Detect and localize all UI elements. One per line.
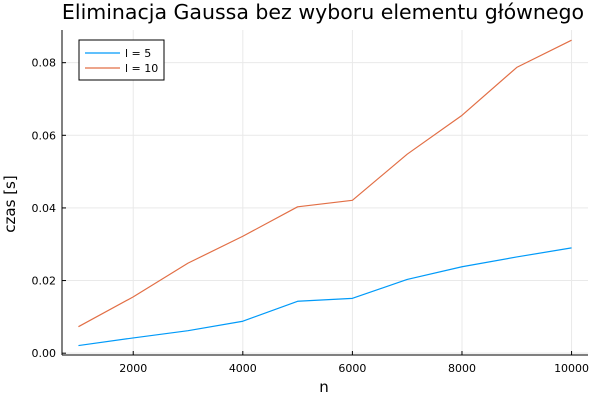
legend: l = 5 l = 10 xyxy=(78,39,165,81)
y-tick-label: 0.04 xyxy=(32,202,57,215)
y-axis-label: czas [s] xyxy=(1,175,19,232)
x-tick-label: 8000 xyxy=(448,362,476,375)
x-tick-label: 6000 xyxy=(338,362,366,375)
legend-label: l = 10 xyxy=(125,62,158,75)
series-line xyxy=(78,247,572,347)
x-tick-label: 4000 xyxy=(229,362,257,375)
y-tick-label: 0.02 xyxy=(32,275,57,288)
grid xyxy=(62,30,588,355)
y-tick-label: 0.06 xyxy=(32,129,57,142)
series-layer xyxy=(78,39,572,347)
series-line xyxy=(78,39,572,328)
y-tick-label: 0.00 xyxy=(32,347,57,360)
x-tick-label: 2000 xyxy=(119,362,147,375)
x-axis-label: n xyxy=(319,378,329,396)
ticks: 2000 4000 6000 8000 10000 0.00 0.02 0.04 0.06 0.0… xyxy=(32,57,590,375)
legend-box xyxy=(78,39,165,81)
x-tick-label: 10000 xyxy=(554,362,589,375)
y-tick-label: 0.08 xyxy=(32,57,57,70)
legend-label: l = 5 xyxy=(125,47,151,60)
axes xyxy=(61,30,588,356)
chart-title: Eliminacja Gaussa bez wyboru elementu gł… xyxy=(62,0,584,24)
